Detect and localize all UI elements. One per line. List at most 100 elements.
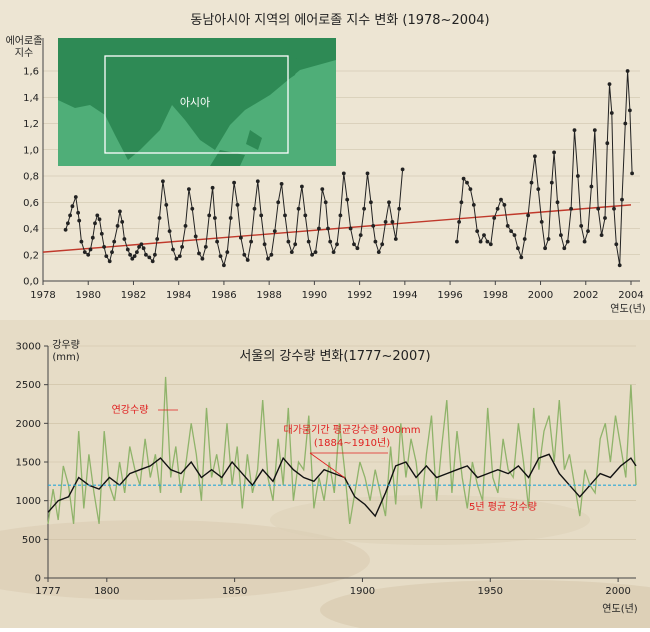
chart1-data-point xyxy=(164,203,169,207)
chart1-data-point xyxy=(628,108,632,113)
chart1-y-tick-label: 1,2 xyxy=(23,119,39,130)
chart1-data-point xyxy=(118,209,122,214)
chart1-x-tick-label: 2000 xyxy=(528,290,553,301)
chart1-data-point xyxy=(104,254,109,258)
chart1-data-point xyxy=(306,239,311,244)
inset-map-land xyxy=(246,130,262,150)
chart1-data-point xyxy=(320,187,325,192)
chart1-data-point xyxy=(177,254,182,258)
chart1-data-point xyxy=(197,251,201,256)
chart1-data-point xyxy=(147,255,152,260)
chart1-data-point xyxy=(215,239,220,244)
chart1-data-point xyxy=(137,245,142,249)
chart1-data-point xyxy=(516,246,520,251)
chart1-data-point xyxy=(150,259,155,264)
chart1-data-point xyxy=(157,216,162,220)
chart1-data-point xyxy=(63,227,68,232)
chart1-data-point xyxy=(373,239,378,244)
chart1-data-point xyxy=(141,246,146,251)
chart1-data-point xyxy=(383,220,388,224)
chart1-data-point xyxy=(607,82,612,86)
chart1-data-point xyxy=(323,200,328,205)
chart1-data-point xyxy=(235,203,240,207)
chart2-title: 서울의 강수량 변화(1777~2007) xyxy=(239,349,430,364)
chart1-data-point xyxy=(617,263,622,268)
chart1-data-point xyxy=(526,213,530,218)
chart1-data-point xyxy=(122,237,127,241)
chart1-data-point xyxy=(623,121,628,126)
chart1-data-point xyxy=(183,224,188,228)
chart1-data-point xyxy=(144,252,148,257)
chart1-data-point xyxy=(625,69,630,73)
inset-map-land xyxy=(210,150,245,166)
chart1-data-point xyxy=(207,213,212,218)
chart2-x-tick-label: 2000 xyxy=(605,586,630,597)
chart1-data-point xyxy=(376,250,381,255)
chart1-data-point xyxy=(225,250,230,255)
chart1-data-point xyxy=(586,229,590,234)
chart2-x-axis-label: 연도(년) xyxy=(602,603,638,615)
chart1-y-tick-label: 1,4 xyxy=(23,93,39,104)
drought-label-line1: 대가뭄기간 평균강수량 900mm xyxy=(284,424,421,436)
chart1-data-point xyxy=(582,239,587,244)
chart2-y-axis-label: 강우량 (mm) xyxy=(52,339,80,363)
chart1-data-point xyxy=(200,256,205,261)
chart1-data-point xyxy=(393,237,398,241)
chart1-data-point xyxy=(546,237,551,241)
chart1-data-point xyxy=(345,197,350,202)
inset-map-frame xyxy=(104,55,289,154)
chart1-x-tick-label: 1998 xyxy=(483,290,508,301)
chart1-data-point xyxy=(387,200,391,205)
chart1-data-point xyxy=(365,171,370,176)
chart1-x-tick-label: 1992 xyxy=(347,290,372,301)
chart1-data-point xyxy=(128,252,133,257)
chart1-data-point xyxy=(110,250,114,255)
annual-rainfall-label: 연강수량 xyxy=(112,404,149,416)
chart1-data-point xyxy=(112,239,117,244)
chart1-data-point xyxy=(203,245,208,249)
chart1-x-tick-label: 1996 xyxy=(437,290,462,301)
chart1-data-point xyxy=(95,213,100,218)
chart1-data-point xyxy=(478,239,483,244)
chart1-data-point xyxy=(115,224,120,228)
chart1-data-point xyxy=(79,239,84,244)
chart1-data-point xyxy=(569,206,573,211)
chart1-data-point xyxy=(352,242,356,247)
inset-map-label: 아시아 xyxy=(180,96,210,109)
chart1-data-point xyxy=(465,180,469,185)
chart1-y-axis-label: 에어로졸 지수 xyxy=(6,35,43,59)
chart1-data-point xyxy=(505,224,510,228)
chart1-data-point xyxy=(326,226,330,231)
chart1-x-tick-label: 1982 xyxy=(121,290,146,301)
chart1-y-tick-label: 0,2 xyxy=(23,250,39,261)
chart1-y-ticks: 0,0 0,2 0,4 0,6 0,8 1,0 1,2 1,4 1,6 xyxy=(23,67,39,288)
chart1-data-point xyxy=(107,259,112,264)
chart1-x-ticks: 1978 1980 1982 1984 1986 1988 1990 1992 1994 1996… xyxy=(30,281,644,301)
chart1-data-point xyxy=(522,237,527,241)
inset-map-land xyxy=(58,38,336,160)
chart1-data-point xyxy=(73,195,78,199)
chart1-data-point xyxy=(190,206,195,211)
chart1-data-point xyxy=(210,185,215,190)
chart1-data-point xyxy=(293,242,298,247)
chart1-data-point xyxy=(499,197,503,202)
chart1-data-point xyxy=(161,179,165,184)
chart1-data-point xyxy=(283,213,287,218)
chart1-data-point xyxy=(362,206,366,211)
chart1-x-tick-label: 1980 xyxy=(76,290,101,301)
chart1-data-point xyxy=(135,250,139,255)
chart1-data-point xyxy=(296,206,301,211)
chart1-data-point xyxy=(262,242,267,247)
chart1-data-point xyxy=(102,245,106,249)
chart2-y-tick-label: 1500 xyxy=(16,458,41,469)
chart1-data-point xyxy=(485,239,490,244)
chart1-data-point xyxy=(562,246,567,251)
texture-blob xyxy=(0,520,370,600)
chart1-data-point xyxy=(245,258,250,262)
chart1-series xyxy=(63,69,634,268)
chart1-data-point xyxy=(612,206,616,211)
chart1-y-tick-label: 0,6 xyxy=(23,198,39,209)
chart1-data-point xyxy=(536,187,541,192)
